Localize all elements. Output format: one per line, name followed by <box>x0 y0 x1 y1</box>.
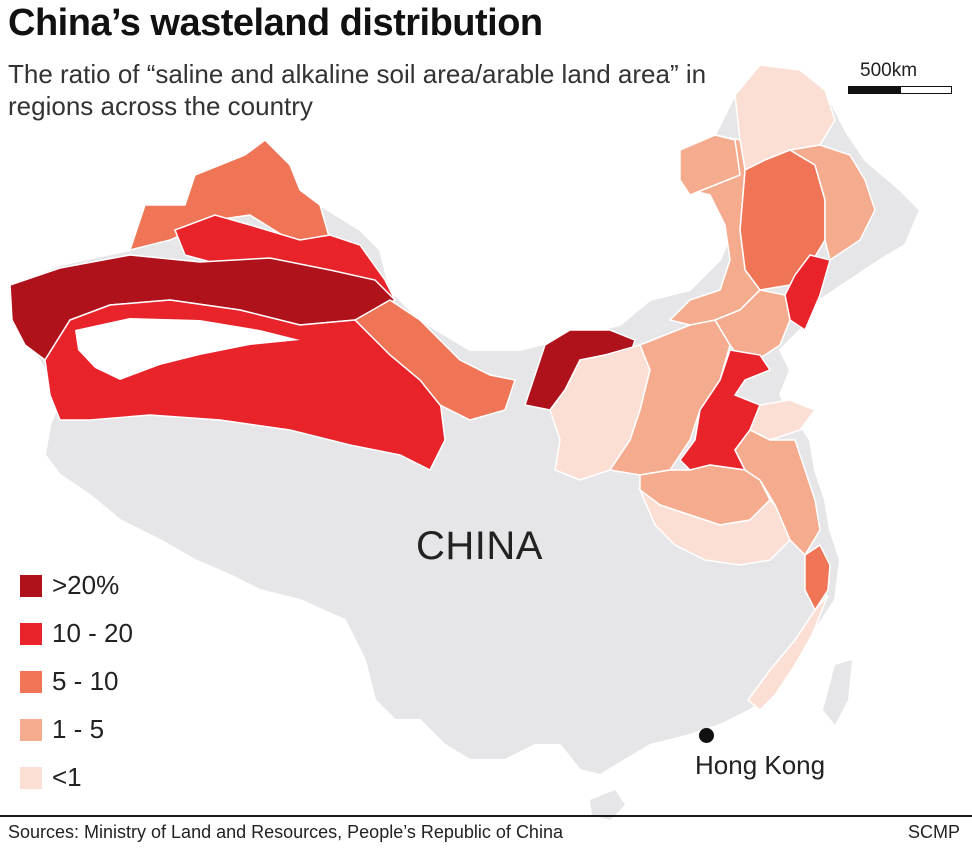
legend-label: <1 <box>52 762 82 792</box>
hainan-island <box>590 790 625 820</box>
gansu-corridor <box>353 299 516 421</box>
legend-item: 10 - 20 <box>20 616 220 664</box>
legend-item: <1 <box>20 760 220 808</box>
legend-item: 5 - 10 <box>20 664 220 712</box>
legend-swatch <box>20 719 42 741</box>
region-anhui <box>638 487 791 566</box>
legend-label: 1 - 5 <box>52 714 105 744</box>
scale-bar: 500km <box>848 60 952 100</box>
legend-label: >20% <box>52 570 120 600</box>
legend: >20% 10 - 20 5 - 10 1 - 5 <1 <box>20 568 220 808</box>
chart-subtitle: The ratio of “saline and alkaline soil a… <box>8 59 707 121</box>
legend-label: 10 - 20 <box>52 618 133 648</box>
legend-item: 1 - 5 <box>20 712 220 760</box>
region-liaoning <box>784 254 831 332</box>
credit-label: SCMP <box>907 822 960 842</box>
footer-divider <box>0 815 972 817</box>
legend-swatch <box>20 767 42 789</box>
legend-swatch <box>20 623 42 645</box>
legend-swatch <box>20 575 42 597</box>
region-jilin-east <box>787 144 876 262</box>
scale-bar-fill <box>849 87 901 93</box>
country-label: CHINA <box>416 524 543 568</box>
sources-note: Sources: Ministry of Land and Resources,… <box>8 822 563 842</box>
region-fujian-coast <box>746 594 829 712</box>
hong-kong-marker <box>699 728 714 743</box>
scale-bar-graphic <box>848 86 952 94</box>
chart-title: China’s wasteland distribution <box>8 2 543 44</box>
region-jiangsu <box>734 429 821 557</box>
taklamakan-desert <box>75 318 300 380</box>
hong-kong-label: Hong Kong <box>695 750 826 780</box>
legend-swatch <box>20 671 42 693</box>
taiwan-island <box>823 660 852 725</box>
legend-label: 5 - 10 <box>52 666 119 696</box>
legend-item: >20% <box>20 568 220 616</box>
scale-label: 500km <box>860 60 918 81</box>
region-zhejiang <box>804 543 831 612</box>
region-hinggan <box>679 134 741 196</box>
